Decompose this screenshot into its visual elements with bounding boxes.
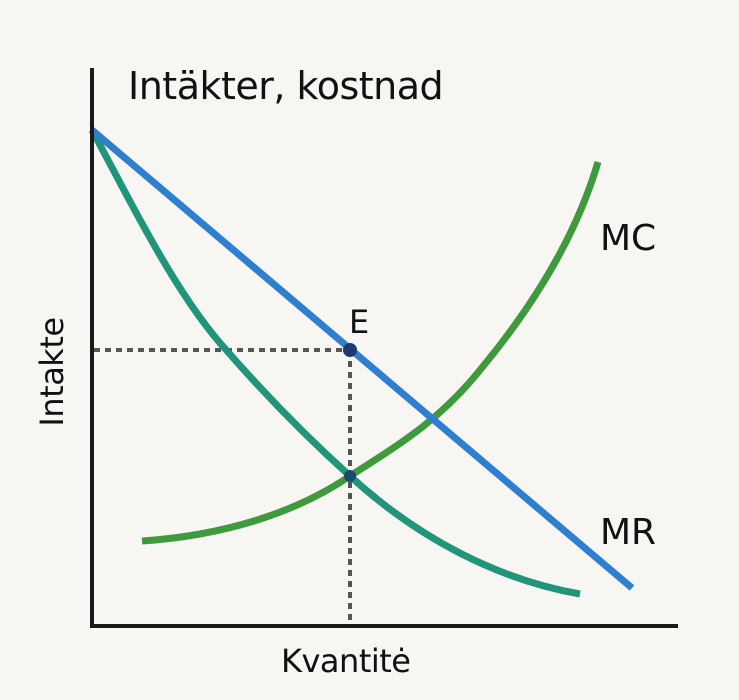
mr-line (89, 127, 635, 591)
chart-title: Intäkter, kostnad (128, 64, 444, 108)
intersection-point (344, 470, 356, 482)
mc-curve (141, 161, 602, 545)
mr-label: MR (600, 512, 657, 553)
y-axis-label: Intakte (33, 317, 71, 427)
equilibrium-point-e (343, 343, 357, 357)
mc-label: MC (600, 218, 657, 259)
point-e-label: E (349, 303, 370, 341)
ar-curve (88, 128, 581, 598)
x-axis-label: Kvantitė (281, 642, 411, 680)
